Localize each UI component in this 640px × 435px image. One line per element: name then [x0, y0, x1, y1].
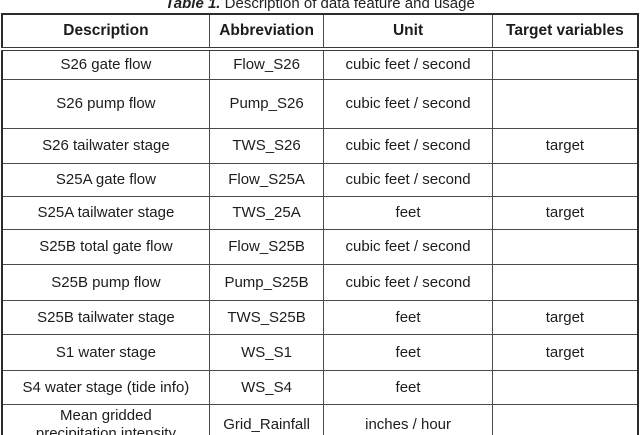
- table-row: S26 pump flow Pump_S26 cubic feet / seco…: [1, 79, 639, 129]
- cell-description: S25A gate flow: [1, 163, 210, 197]
- cell-abbreviation: TWS_S25B: [208, 300, 325, 335]
- table-row: S1 water stage WS_S1 feet target: [1, 334, 639, 371]
- table-row: S4 water stage (tide info) WS_S4 feet: [1, 370, 639, 405]
- table-row: S25A tailwater stage TWS_25A feet target: [1, 196, 639, 230]
- table-header-row: Description Abbreviation Unit Target var…: [1, 13, 639, 51]
- cell-description: S25B pump flow: [1, 264, 210, 301]
- cell-description: S4 water stage (tide info): [1, 370, 210, 405]
- table-row: S25B tailwater stage TWS_S25B feet targe…: [1, 300, 639, 335]
- cell-description: S26 gate flow: [1, 48, 210, 80]
- cell-unit: cubic feet / second: [323, 264, 493, 301]
- cell-unit: feet: [323, 300, 493, 335]
- cell-target: target: [491, 196, 639, 230]
- cell-target: target: [491, 300, 639, 335]
- data-feature-table: Description Abbreviation Unit Target var…: [1, 13, 639, 435]
- header-unit: Unit: [323, 13, 493, 51]
- cell-target: [491, 404, 639, 435]
- table-caption: Table 1. Description of data feature and…: [0, 0, 640, 13]
- cell-unit: cubic feet / second: [323, 128, 493, 164]
- header-abbreviation: Abbreviation: [208, 13, 325, 51]
- cell-description: S1 water stage: [1, 334, 210, 371]
- cell-abbreviation: Pump_S25B: [208, 264, 325, 301]
- table-row: S25B pump flow Pump_S25B cubic feet / se…: [1, 264, 639, 301]
- cell-abbreviation: WS_S1: [208, 334, 325, 371]
- cell-unit: cubic feet / second: [323, 163, 493, 197]
- table-row: S26 tailwater stage TWS_S26 cubic feet /…: [1, 128, 639, 164]
- cell-unit: cubic feet / second: [323, 79, 493, 129]
- cell-description: Mean gridded precipitation intensity: [1, 404, 210, 435]
- cell-description: S26 pump flow: [1, 79, 210, 129]
- cell-description: S26 tailwater stage: [1, 128, 210, 164]
- cell-target: target: [491, 334, 639, 371]
- cell-target: [491, 48, 639, 80]
- cell-unit: cubic feet / second: [323, 48, 493, 80]
- cell-description: S25A tailwater stage: [1, 196, 210, 230]
- cell-target: [491, 229, 639, 265]
- cell-abbreviation: Grid_Rainfall: [208, 404, 325, 435]
- header-target: Target variables: [491, 13, 639, 51]
- header-description: Description: [1, 13, 210, 51]
- cell-unit: feet: [323, 334, 493, 371]
- cell-abbreviation: Pump_S26: [208, 79, 325, 129]
- cell-unit: feet: [323, 370, 493, 405]
- table-row: S25A gate flow Flow_S25A cubic feet / se…: [1, 163, 639, 197]
- table-row: S25B total gate flow Flow_S25B cubic fee…: [1, 229, 639, 265]
- table-caption-text: Description of data feature and usage: [220, 0, 475, 12]
- cell-description: S25B total gate flow: [1, 229, 210, 265]
- cell-unit: cubic feet / second: [323, 229, 493, 265]
- table-caption-label: Table 1.: [165, 0, 221, 12]
- cell-abbreviation: TWS_S26: [208, 128, 325, 164]
- cell-target: [491, 264, 639, 301]
- table-row: S26 gate flow Flow_S26 cubic feet / seco…: [1, 48, 639, 80]
- cell-abbreviation: TWS_25A: [208, 196, 325, 230]
- cell-target: [491, 370, 639, 405]
- table-row: Mean gridded precipitation intensity Gri…: [1, 404, 639, 435]
- cell-abbreviation: Flow_S25A: [208, 163, 325, 197]
- cell-target: target: [491, 128, 639, 164]
- cell-target: [491, 79, 639, 129]
- cell-abbreviation: Flow_S25B: [208, 229, 325, 265]
- cell-abbreviation: Flow_S26: [208, 48, 325, 80]
- cell-abbreviation: WS_S4: [208, 370, 325, 405]
- cell-unit: feet: [323, 196, 493, 230]
- cell-description: S25B tailwater stage: [1, 300, 210, 335]
- cell-unit: inches / hour: [323, 404, 493, 435]
- cell-target: [491, 163, 639, 197]
